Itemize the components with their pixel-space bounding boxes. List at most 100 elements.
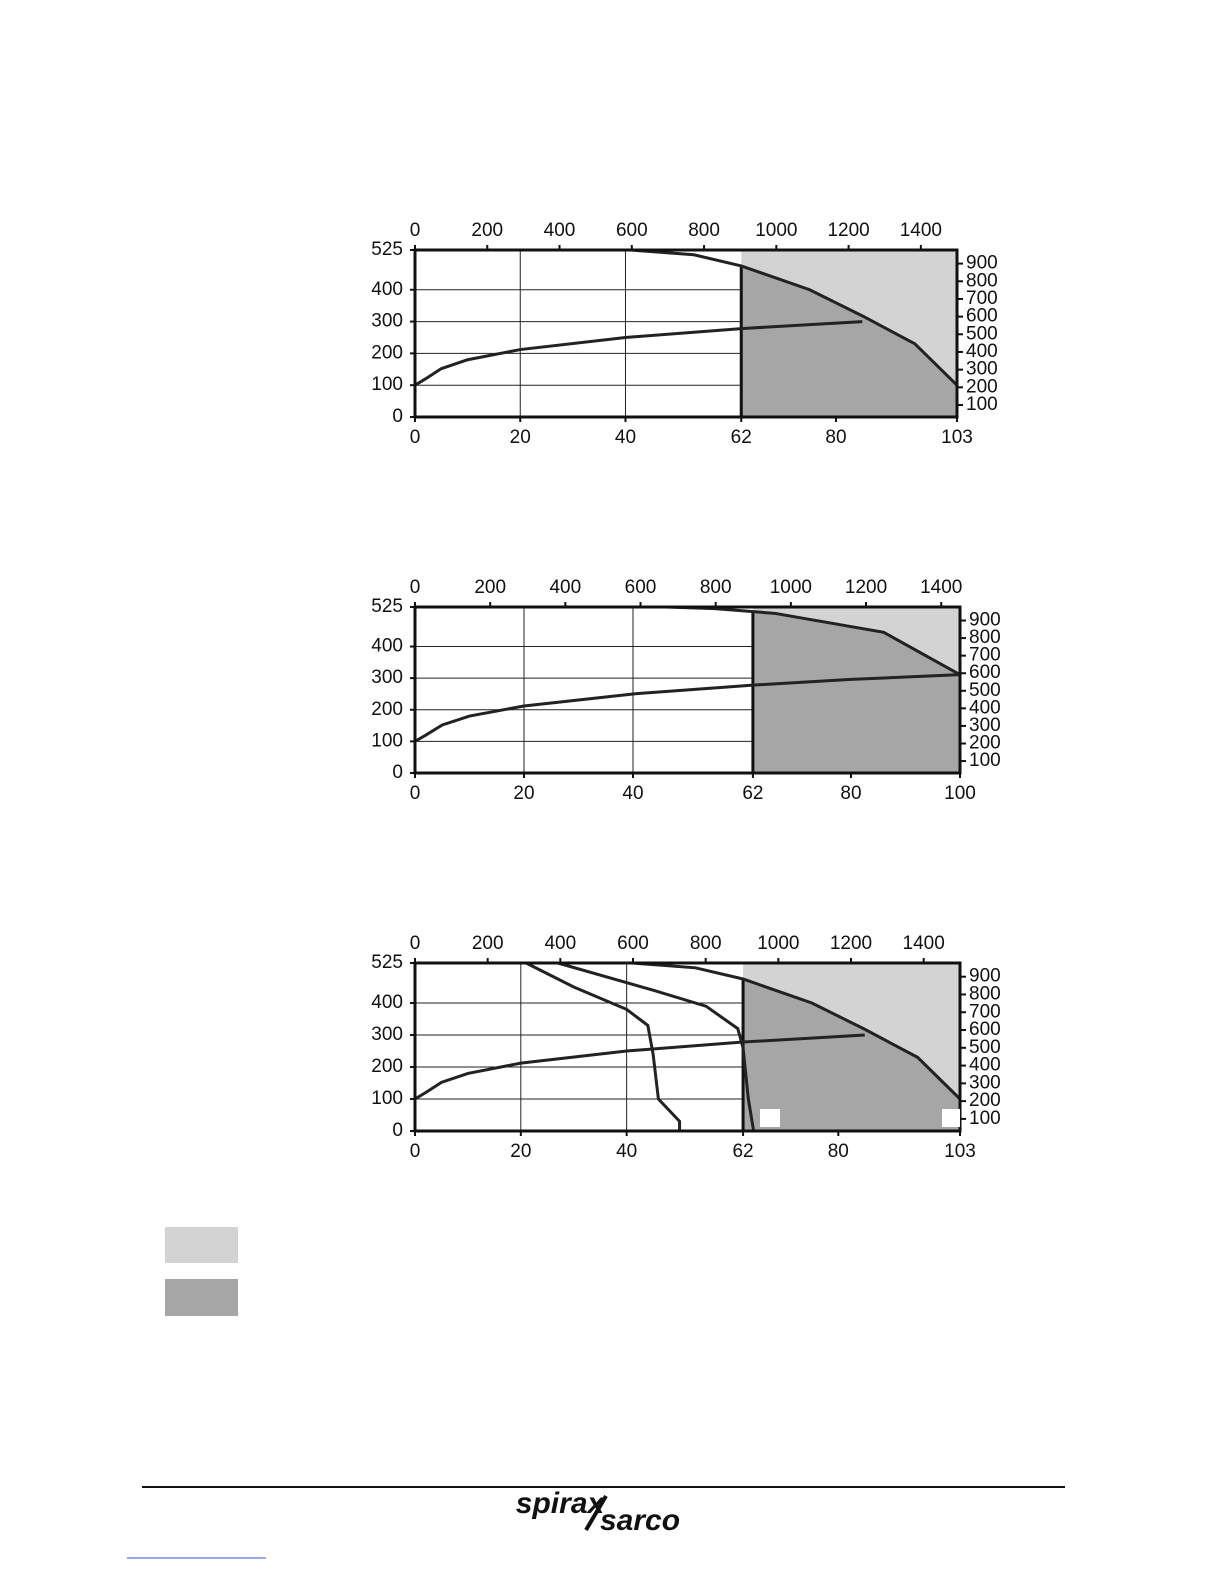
y2-tick-label: 700	[966, 288, 998, 309]
x-tick-label: 40	[616, 1141, 637, 1162]
x2-tick-label: 1000	[757, 933, 799, 954]
curve	[414, 320, 863, 387]
y2-tick-label: 400	[969, 697, 1001, 718]
x2-tick-label: 600	[616, 220, 648, 241]
y-tick-label: 400	[371, 636, 403, 657]
y2-tick-label: 300	[966, 359, 998, 380]
region-above	[752, 607, 960, 675]
x2-tick-label: 1400	[920, 577, 962, 598]
curve	[414, 673, 961, 743]
curve	[525, 961, 682, 1131]
x-tick-label: 103	[941, 427, 973, 448]
y-tick-label: 525	[371, 952, 403, 973]
logo-top: spirax	[516, 1487, 606, 1520]
logo-slash	[584, 1494, 608, 1532]
y-tick-label: 100	[371, 374, 403, 395]
x2-tick-label: 200	[471, 220, 503, 241]
x2-tick-label: 1000	[770, 577, 812, 598]
x-tick-label: 103	[944, 1141, 976, 1162]
y-tick-label: 300	[371, 311, 403, 332]
y2-tick-label: 100	[969, 750, 1001, 771]
x2-tick-label: 1000	[755, 220, 797, 241]
x-tick-label: 40	[615, 427, 636, 448]
y2-tick-label: 500	[966, 323, 998, 344]
y-tick-label: 400	[371, 279, 403, 300]
y2-tick-label: 400	[966, 341, 998, 362]
x2-tick-label: 800	[688, 220, 720, 241]
y-tick-label: 300	[371, 667, 403, 688]
y2-tick-label: 600	[969, 1019, 1001, 1040]
y-tick-label: 200	[371, 342, 403, 363]
y-tick-label: 200	[371, 699, 403, 720]
y2-tick-label: 600	[969, 662, 1001, 683]
y-tick-label: 0	[392, 1120, 403, 1141]
x2-tick-label: 1400	[900, 220, 942, 241]
y2-tick-label: 800	[966, 270, 998, 291]
y-tick-label: 525	[371, 596, 403, 617]
region-below	[741, 265, 957, 417]
region-below	[752, 611, 960, 773]
x2-tick-label: 800	[700, 577, 732, 598]
y2-tick-label: 200	[966, 376, 998, 397]
x2-tick-label: 0	[410, 220, 421, 241]
x-tick-label: 20	[510, 1141, 531, 1162]
y-tick-label: 200	[371, 1056, 403, 1077]
y2-tick-label: 500	[969, 680, 1001, 701]
x2-tick-label: 1200	[830, 933, 872, 954]
y-tick-label: 0	[392, 406, 403, 427]
x2-tick-label: 0	[410, 577, 421, 598]
label-box	[760, 1109, 780, 1127]
x2-tick-label: 400	[544, 220, 576, 241]
y-tick-label: 400	[371, 992, 403, 1013]
x2-tick-label: 200	[472, 933, 504, 954]
y2-tick-label: 800	[969, 627, 1001, 648]
x2-tick-label: 1200	[845, 577, 887, 598]
x-tick-label: 100	[944, 783, 976, 804]
y2-tick-label: 700	[969, 645, 1001, 666]
x2-tick-label: 200	[474, 577, 506, 598]
label-box	[942, 1109, 960, 1127]
curve	[631, 961, 962, 1101]
y2-tick-label: 900	[966, 253, 998, 274]
y2-tick-label: 500	[969, 1037, 1001, 1058]
x2-tick-label: 400	[544, 933, 576, 954]
y2-tick-label: 900	[969, 966, 1001, 987]
y2-tick-label: 200	[969, 1090, 1001, 1111]
y2-tick-label: 900	[969, 610, 1001, 631]
logo-bottom: sarco	[600, 1504, 680, 1537]
legend-swatch-dark	[165, 1279, 238, 1316]
curve	[557, 961, 756, 1132]
x-tick-label: 80	[825, 427, 846, 448]
x-tick-label: 62	[732, 1141, 753, 1162]
y2-tick-label: 100	[966, 394, 998, 415]
y2-tick-label: 700	[969, 1001, 1001, 1022]
x2-tick-label: 600	[617, 933, 649, 954]
y2-tick-label: 100	[969, 1108, 1001, 1129]
y-tick-label: 100	[371, 1088, 403, 1109]
x-tick-label: 80	[840, 783, 861, 804]
x2-tick-label: 400	[549, 577, 581, 598]
x-tick-label: 20	[513, 783, 534, 804]
x-tick-label: 0	[410, 1141, 421, 1162]
x-tick-label: 62	[742, 783, 763, 804]
y2-tick-label: 400	[969, 1055, 1001, 1076]
y-tick-label: 525	[371, 239, 403, 260]
region-below	[743, 979, 960, 1131]
x-tick-label: 20	[510, 427, 531, 448]
y2-tick-label: 800	[969, 983, 1001, 1004]
x2-tick-label: 600	[625, 577, 657, 598]
x2-tick-label: 800	[690, 933, 722, 954]
legend-swatch-light	[165, 1227, 238, 1263]
y-tick-label: 300	[371, 1024, 403, 1045]
y2-tick-label: 200	[969, 733, 1001, 754]
y-tick-label: 0	[392, 762, 403, 783]
y2-tick-label: 300	[969, 1072, 1001, 1093]
curve	[630, 248, 959, 387]
x2-tick-label: 0	[410, 933, 421, 954]
curve	[414, 1033, 865, 1101]
x-tick-label: 0	[410, 783, 421, 804]
x2-tick-label: 1400	[903, 933, 945, 954]
y-tick-label: 100	[371, 730, 403, 751]
x-tick-label: 80	[828, 1141, 849, 1162]
